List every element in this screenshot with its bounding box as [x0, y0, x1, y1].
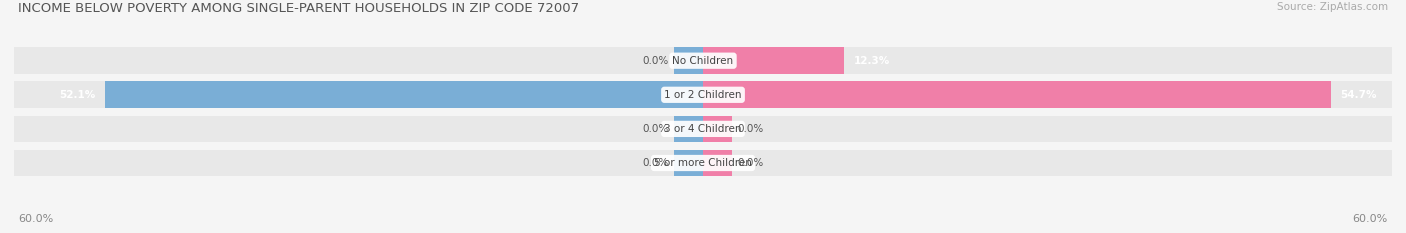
Text: 60.0%: 60.0% — [18, 214, 53, 224]
Bar — [675, 47, 703, 74]
Text: 0.0%: 0.0% — [643, 56, 669, 66]
Text: No Children: No Children — [672, 56, 734, 66]
Text: 60.0%: 60.0% — [1353, 214, 1388, 224]
Text: INCOME BELOW POVERTY AMONG SINGLE-PARENT HOUSEHOLDS IN ZIP CODE 72007: INCOME BELOW POVERTY AMONG SINGLE-PARENT… — [18, 2, 579, 15]
Text: 0.0%: 0.0% — [643, 158, 669, 168]
Text: 5 or more Children: 5 or more Children — [654, 158, 752, 168]
Text: 0.0%: 0.0% — [738, 124, 763, 134]
Bar — [675, 150, 703, 176]
Bar — [105, 82, 703, 108]
Bar — [703, 47, 844, 74]
Text: 0.0%: 0.0% — [643, 124, 669, 134]
Text: 1 or 2 Children: 1 or 2 Children — [664, 90, 742, 100]
Bar — [14, 47, 1392, 74]
Text: 12.3%: 12.3% — [853, 56, 890, 66]
Bar — [14, 150, 1392, 176]
Text: 52.1%: 52.1% — [59, 90, 96, 100]
Text: 3 or 4 Children: 3 or 4 Children — [664, 124, 742, 134]
Bar — [703, 82, 1331, 108]
Text: Source: ZipAtlas.com: Source: ZipAtlas.com — [1277, 2, 1388, 12]
Bar — [14, 116, 1392, 142]
Bar — [703, 150, 731, 176]
Bar — [703, 116, 731, 142]
Bar — [14, 82, 1392, 108]
Bar — [675, 116, 703, 142]
Text: 54.7%: 54.7% — [1340, 90, 1376, 100]
Text: 0.0%: 0.0% — [738, 158, 763, 168]
